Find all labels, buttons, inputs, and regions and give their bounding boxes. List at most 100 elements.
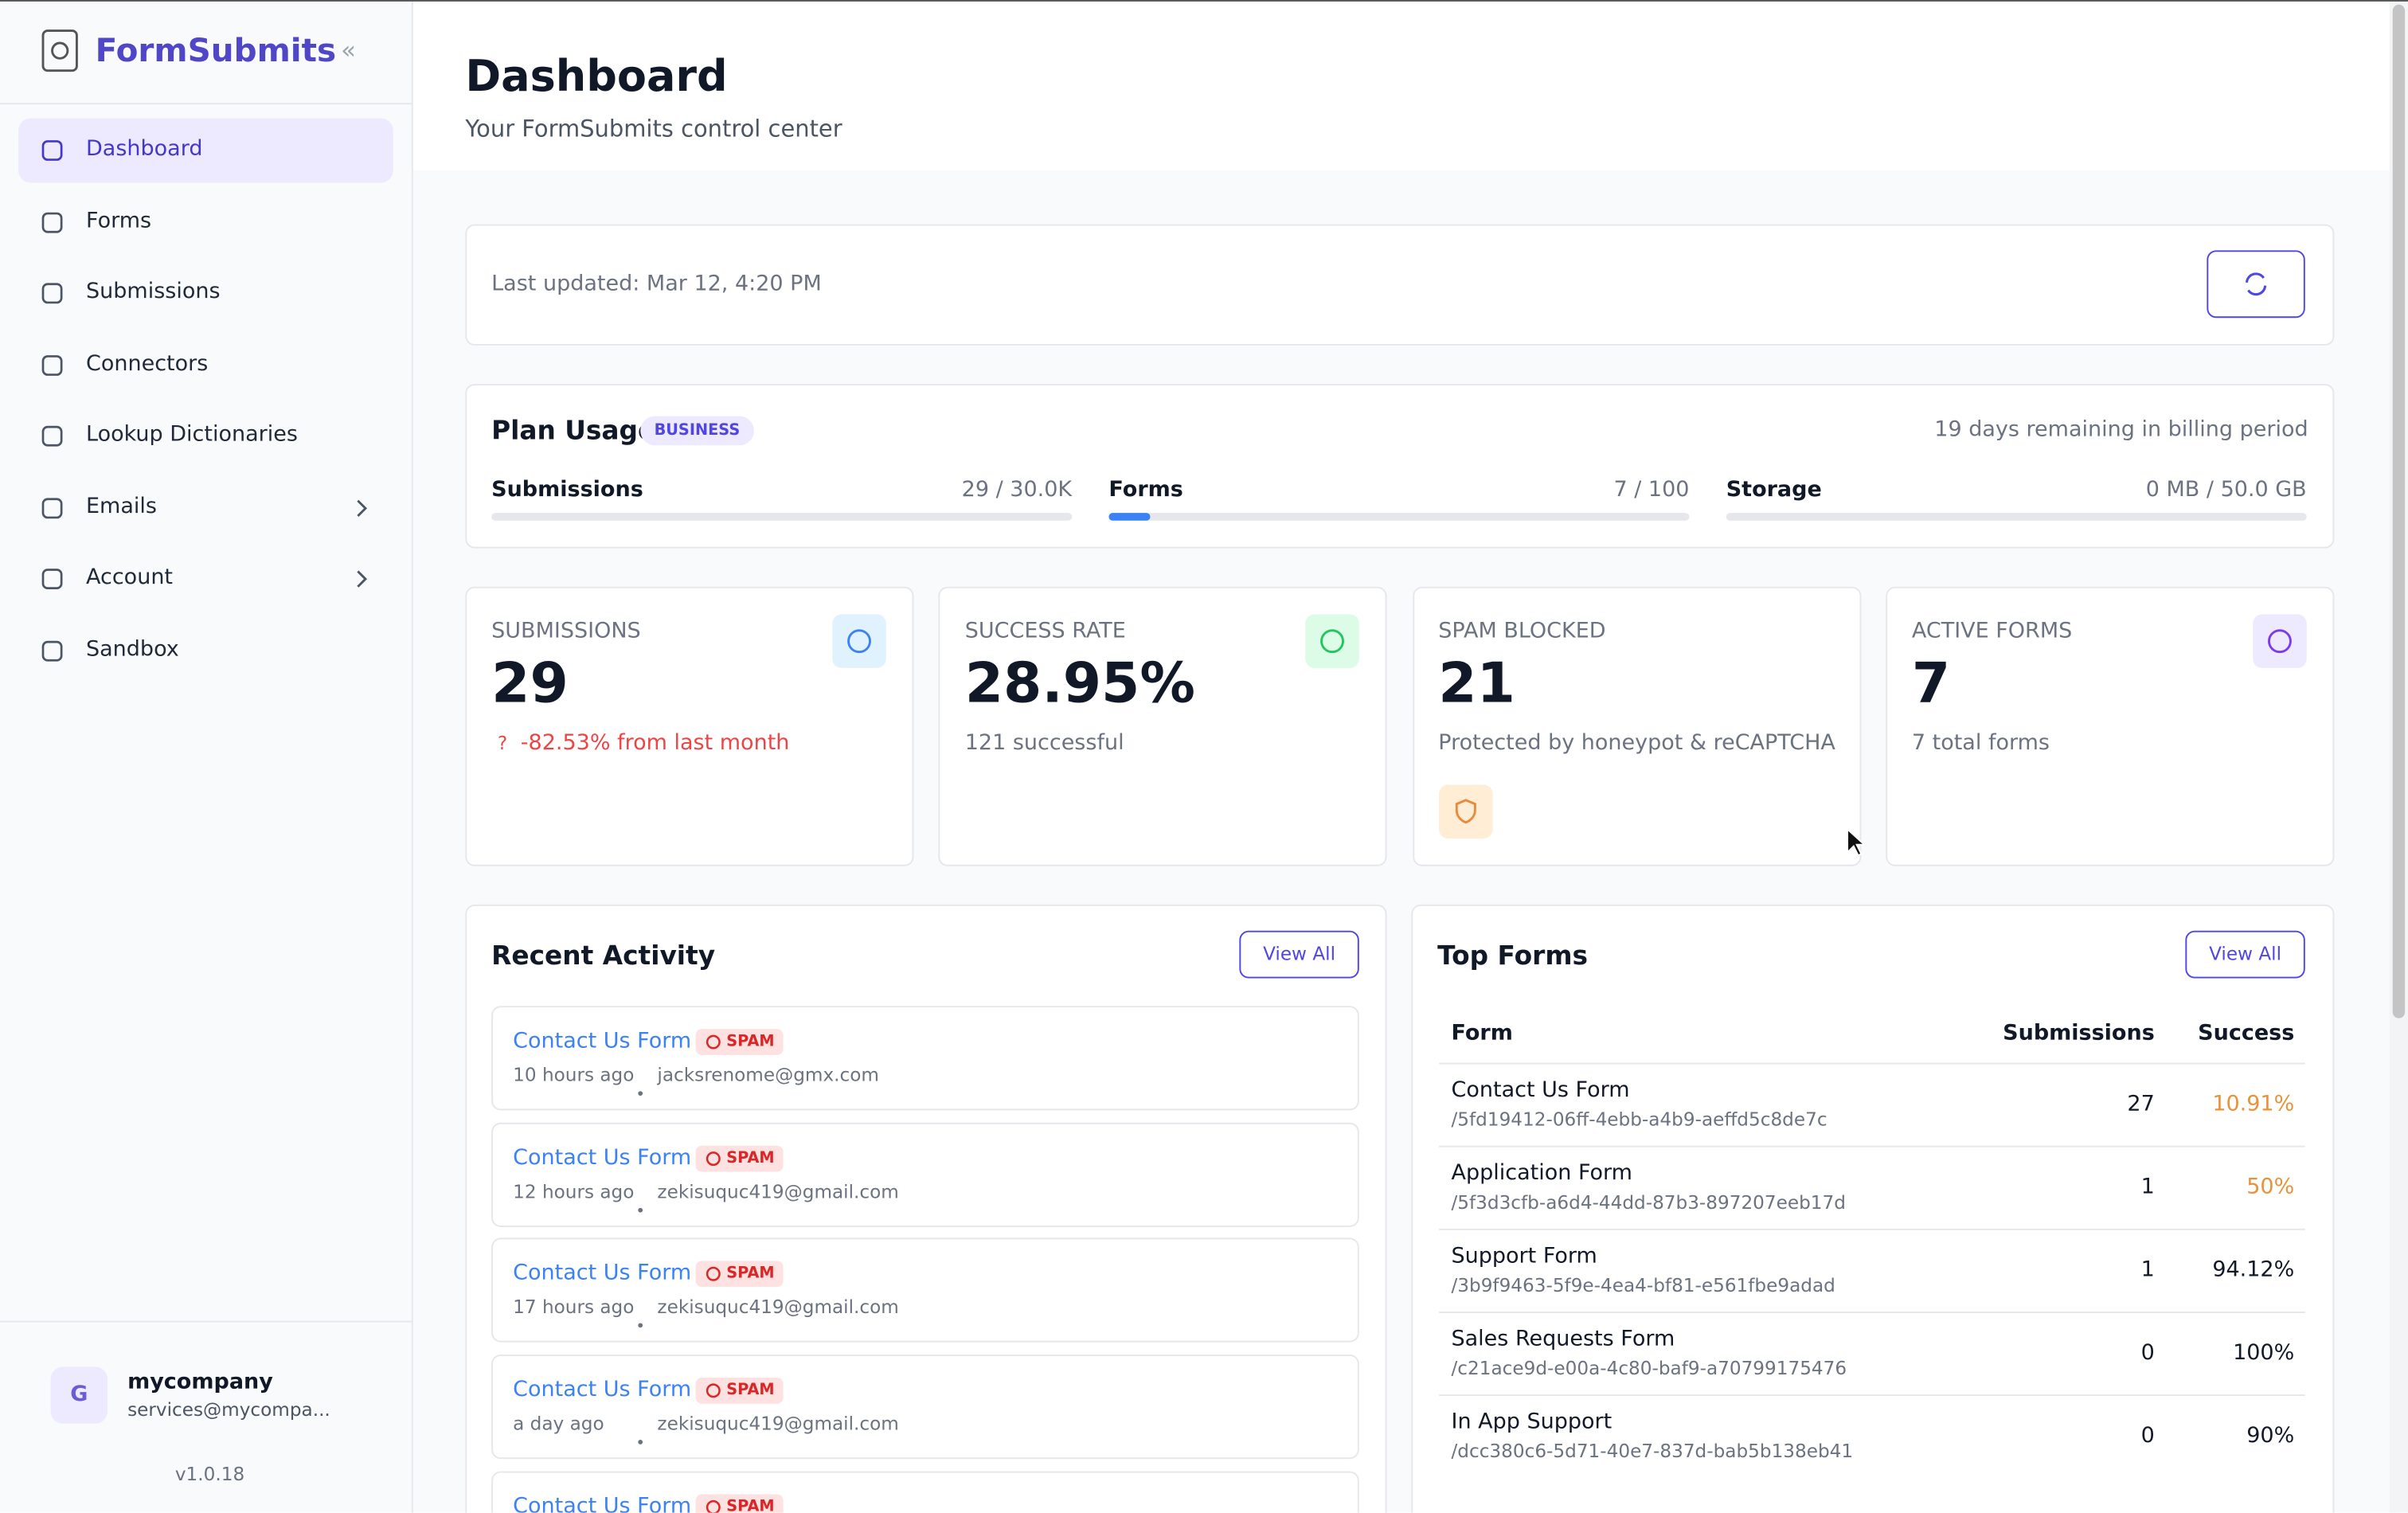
collapse[interactable]: «	[341, 35, 357, 65]
time: 12 hours ago	[513, 1180, 635, 1202]
divider	[0, 1320, 412, 1323]
form-link[interactable]: Contact Us Form	[513, 1029, 692, 1054]
nav-item[interactable]: Emails	[18, 475, 393, 540]
row-divider	[1439, 1145, 2305, 1147]
nav-label: Lookup Dictionaries	[85, 422, 298, 448]
nav-item[interactable]: Lookup Dictionaries	[18, 404, 393, 468]
sidebar: FormSubmits « G mycompany services@mycom…	[0, 1, 413, 1513]
recent-activity: Recent Activity View All Contact Us Form…	[465, 904, 1387, 1513]
icon	[705, 1034, 721, 1055]
spam-tag: SPAM	[695, 1029, 784, 1055]
submissions: 27	[2127, 1092, 2155, 1117]
form-link[interactable]: Contact Us Form	[513, 1261, 692, 1286]
icon	[637, 1190, 643, 1219]
nav-label: Connectors	[85, 350, 209, 376]
form-link[interactable]: Contact Us Form	[513, 1494, 692, 1513]
icon	[40, 139, 64, 170]
success: 10.91%	[2212, 1092, 2295, 1117]
form-name: Application Form	[1451, 1160, 1632, 1186]
row-divider	[1439, 1311, 2305, 1313]
icon	[354, 567, 372, 598]
usage-value: 7 / 100	[1613, 477, 1690, 502]
icon	[637, 1073, 643, 1103]
stat-label: SUCCESS RATE	[964, 619, 1126, 644]
usage-fill	[1108, 513, 1151, 521]
usage-bar	[1726, 513, 2307, 521]
refresh-button[interactable]	[2207, 250, 2305, 319]
scroll-thumb[interactable]	[2392, 4, 2406, 1018]
row-divider	[1439, 1062, 2305, 1065]
usage-value: 29 / 30.0K	[961, 477, 1073, 502]
form-name: Support Form	[1451, 1244, 1597, 1269]
time: 17 hours ago	[513, 1296, 635, 1319]
icon	[40, 353, 64, 384]
form-id: /dcc380c6-5d71-40e7-837d-bab5b138eb41	[1451, 1440, 1854, 1462]
brand: FormSubmits	[95, 32, 337, 69]
column-header: Form	[1451, 1021, 1513, 1046]
success: 94.12%	[2212, 1257, 2295, 1283]
column-header: Success	[2198, 1021, 2295, 1046]
email: jacksrenome@gmx.com	[657, 1064, 879, 1086]
nav-item[interactable]: Dashboard	[18, 118, 393, 183]
stat-note: 121 successful	[964, 730, 1124, 756]
icon	[637, 1306, 643, 1335]
submissions: 0	[2140, 1340, 2155, 1366]
refresh-icon	[2245, 272, 2267, 296]
nav-label: Forms	[85, 208, 152, 233]
nav-item[interactable]: Connectors	[18, 333, 393, 397]
icon	[40, 567, 64, 598]
nav-label: Emails	[85, 494, 157, 518]
icon	[1305, 614, 1360, 668]
row-divider	[1439, 1228, 2305, 1230]
usage-value: 0 MB / 50.0 GB	[2145, 477, 2307, 502]
icon	[40, 424, 64, 455]
form-id: /5fd19412-06ff-4ebb-a4b9-aeffd5c8de7c	[1451, 1108, 1828, 1131]
stat-value: 29	[491, 652, 569, 716]
stat-card: SUBMISSIONS 29? -82.53% from last month	[465, 586, 914, 866]
icon	[705, 1266, 721, 1288]
stat-value: 28.95%	[964, 652, 1195, 716]
form-link[interactable]: Contact Us Form	[513, 1145, 692, 1170]
activity-item[interactable]: Contact Us Form SPAM 10 hours ago jacksreno…	[491, 1006, 1359, 1111]
stat-card: SUCCESS RATE 28.95% 121 successful	[938, 586, 1388, 866]
icon	[637, 1422, 643, 1452]
email: zekisuquc419@gmail.com	[657, 1296, 899, 1319]
activity-item[interactable]: Contact Us Form SPAM	[491, 1471, 1359, 1513]
nav-label: Submissions	[85, 279, 221, 304]
success: 100%	[2233, 1340, 2295, 1366]
activity-item[interactable]: Contact Us Form SPAM a day ago zekisuquc419…	[491, 1355, 1359, 1460]
version: v1.0.18	[174, 1463, 245, 1485]
stat-note: -82.53% from last month	[520, 730, 790, 756]
nav-item[interactable]: Submissions	[18, 261, 393, 326]
nav-item[interactable]: Sandbox	[18, 618, 393, 682]
icon	[40, 638, 64, 669]
usage-label: Forms	[1108, 477, 1183, 502]
stat-label: SPAM BLOCKED	[1438, 619, 1606, 644]
update-bar: Last updated: Mar 12, 4:20 PM	[465, 224, 2335, 346]
icon	[1438, 784, 1492, 839]
subtitle: Your FormSubmits control center	[465, 115, 842, 143]
nav-label: Dashboard	[85, 136, 203, 162]
section-title: Top Forms	[1437, 941, 1589, 972]
activity-item[interactable]: Contact Us Form SPAM 12 hours ago zekisuquc…	[491, 1122, 1359, 1227]
plan-title: Plan Usage	[491, 416, 656, 448]
last-updated: Last updated: Mar 12, 4:20 PM	[491, 272, 822, 297]
nav-item[interactable]: Forms	[18, 190, 393, 254]
view-all[interactable]: View All	[1239, 930, 1359, 979]
view-all[interactable]: View All	[2185, 930, 2305, 979]
user-email: services@mycompa...	[127, 1398, 330, 1421]
submissions: 1	[2140, 1175, 2155, 1200]
form-name: Contact Us Form	[1451, 1077, 1630, 1103]
icon	[705, 1499, 721, 1513]
form-id: /c21ace9d-e00a-4c80-baf9-a70799175476	[1451, 1357, 1847, 1379]
top-forms: Top Forms View All Form Submissions Succes…	[1411, 904, 2335, 1513]
activity-item[interactable]: Contact Us Form SPAM 17 hours ago zekisuquc…	[491, 1238, 1359, 1343]
spam-tag: SPAM	[695, 1261, 784, 1288]
usage-label: Storage	[1726, 477, 1822, 502]
stat-note: 7 total forms	[1911, 730, 2050, 756]
nav-item[interactable]: Account	[18, 547, 393, 612]
time: a day ago	[513, 1413, 604, 1435]
form-link[interactable]: Contact Us Form	[513, 1378, 692, 1402]
time: 10 hours ago	[513, 1064, 635, 1086]
